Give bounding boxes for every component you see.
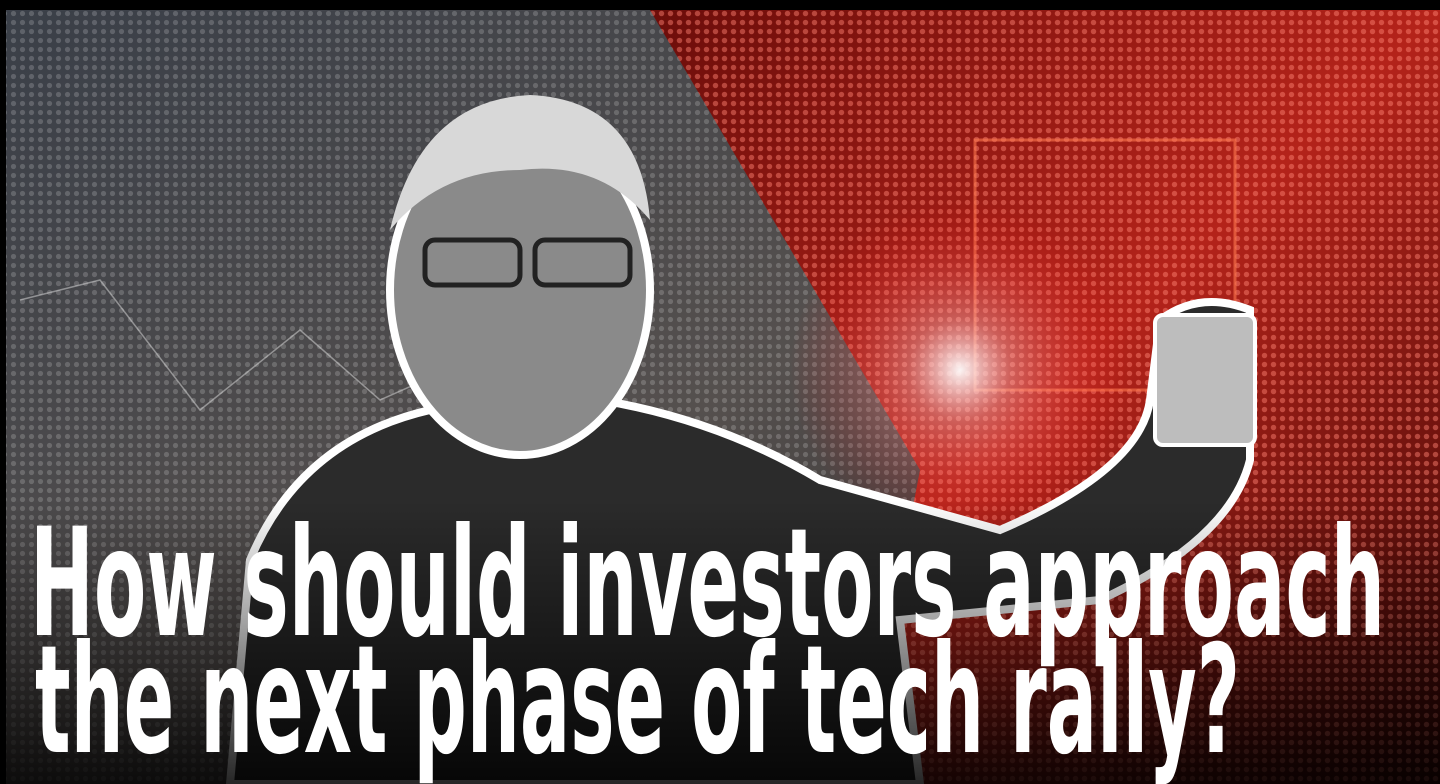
- headline-line: the next phase of tech rally?: [35, 614, 1240, 784]
- page: How should investors approach the next p…: [0, 0, 1440, 784]
- thumbnail: How should investors approach the next p…: [0, 0, 1440, 784]
